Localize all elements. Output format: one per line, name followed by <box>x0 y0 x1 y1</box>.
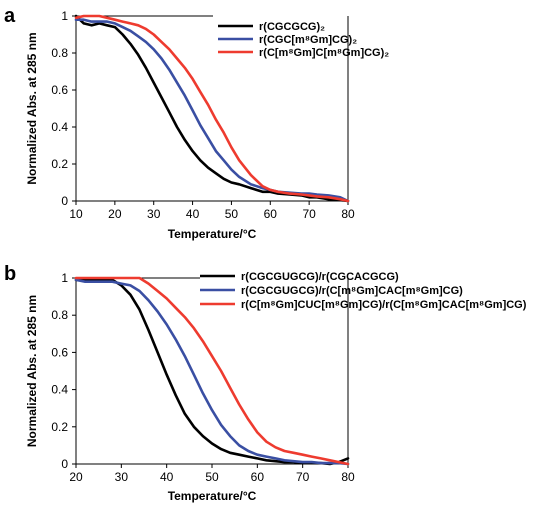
panel-b-legend-label-3: r(C[m⁸Gm]CUC[m⁸Gm]CG)/r(C[m⁸Gm]CAC[m⁸Gm]… <box>241 299 527 311</box>
panel-a-y-tick-label: 0.4 <box>51 120 68 134</box>
panel-b-x-tick-label: 30 <box>115 470 129 484</box>
panel-b-y-tick-label: 1 <box>61 271 68 285</box>
panel-b-legend-label-2: r(CGCGUGCG)/r(C[m⁸Gm]CAC[m⁸Gm]CG) <box>241 285 463 297</box>
panel-a-label: a <box>4 5 16 27</box>
panel-a-legend-label-2: r(CGC[m⁸Gm]CG)₂ <box>259 34 357 46</box>
panel-a-x-axis-title: Temperature/°C <box>168 227 257 241</box>
panel-a-series-3-line <box>74 14 350 203</box>
panel-a-y-tick-label: 0.8 <box>51 46 68 60</box>
panel-b-x-tick-label: 80 <box>341 470 355 484</box>
panel-b-x-tick-label: 70 <box>296 470 310 484</box>
panel-a-legend: r(CGCGCG)₂r(CGC[m⁸Gm]CG)₂r(C[m⁸Gm]C[m⁸Gm… <box>218 21 389 59</box>
panel-a-x-tick-label: 80 <box>341 207 355 221</box>
panel-b-x-tick-label: 50 <box>205 470 219 484</box>
panel-a-y-axis-title: Normalized Abs. at 285 nm <box>25 32 39 184</box>
panel-a-x-tick-label: 40 <box>186 207 200 221</box>
panel-a-x-tick-label: 60 <box>264 207 278 221</box>
panel-b-y-tick-label: 0.8 <box>51 308 68 322</box>
panel-b-y-tick-label: 0.4 <box>51 383 68 397</box>
panel-a-x-tick-label: 70 <box>302 207 316 221</box>
panel-a-x-tick-label: 50 <box>225 207 239 221</box>
panel-b-legend-label-1: r(CGCGUGCG)/r(CGCACGCG) <box>241 271 399 283</box>
panel-b-x-tick-label: 20 <box>69 470 83 484</box>
panel-a-chart: 10 20 30 40 50 60 70 80 0 0.2 0.4 0.6 0.8 1 Temperatur… <box>25 9 389 241</box>
panel-a-x-tick-label: 20 <box>108 207 122 221</box>
panel-a-x-tick-label: 10 <box>69 207 83 221</box>
panel-b-chart: 20 30 40 50 60 70 80 0 0.2 0.4 0.6 0.8 1 Temperature/… <box>25 271 527 503</box>
panel-b-y-tick-label: 0.2 <box>51 420 68 434</box>
panel-a-legend-label-3: r(C[m⁸Gm]C[m⁸Gm]CG)₂ <box>259 47 389 59</box>
panel-b-x-axis-title: Temperature/°C <box>168 489 257 503</box>
panel-b-y-tick-label: 0.6 <box>51 345 68 359</box>
panel-b-series-2-line <box>74 278 350 466</box>
panel-b-label: b <box>4 263 16 285</box>
panel-a-y-tick-label: 0.2 <box>51 157 68 171</box>
panel-a-x-tick-label: 30 <box>147 207 161 221</box>
panel-b-x-tick-label: 40 <box>160 470 174 484</box>
panel-b-y-tick-label: 0 <box>61 457 68 471</box>
panel-b-x-tick-label: 60 <box>251 470 265 484</box>
panel-a-y-tick-label: 0 <box>61 194 68 208</box>
panel-a-legend-label-1: r(CGCGCG)₂ <box>259 21 325 33</box>
panel-a-y-tick-label: 0.6 <box>51 83 68 97</box>
panel-b-y-axis-title: Normalized Abs. at 285 nm <box>25 295 39 447</box>
panel-b-legend: r(CGCGUGCG)/r(CGCACGCG) r(CGCGUGCG)/r(C[m… <box>200 271 527 311</box>
panel-a-y-tick-label: 1 <box>61 9 68 23</box>
panel-b-series-3-line <box>74 276 350 466</box>
